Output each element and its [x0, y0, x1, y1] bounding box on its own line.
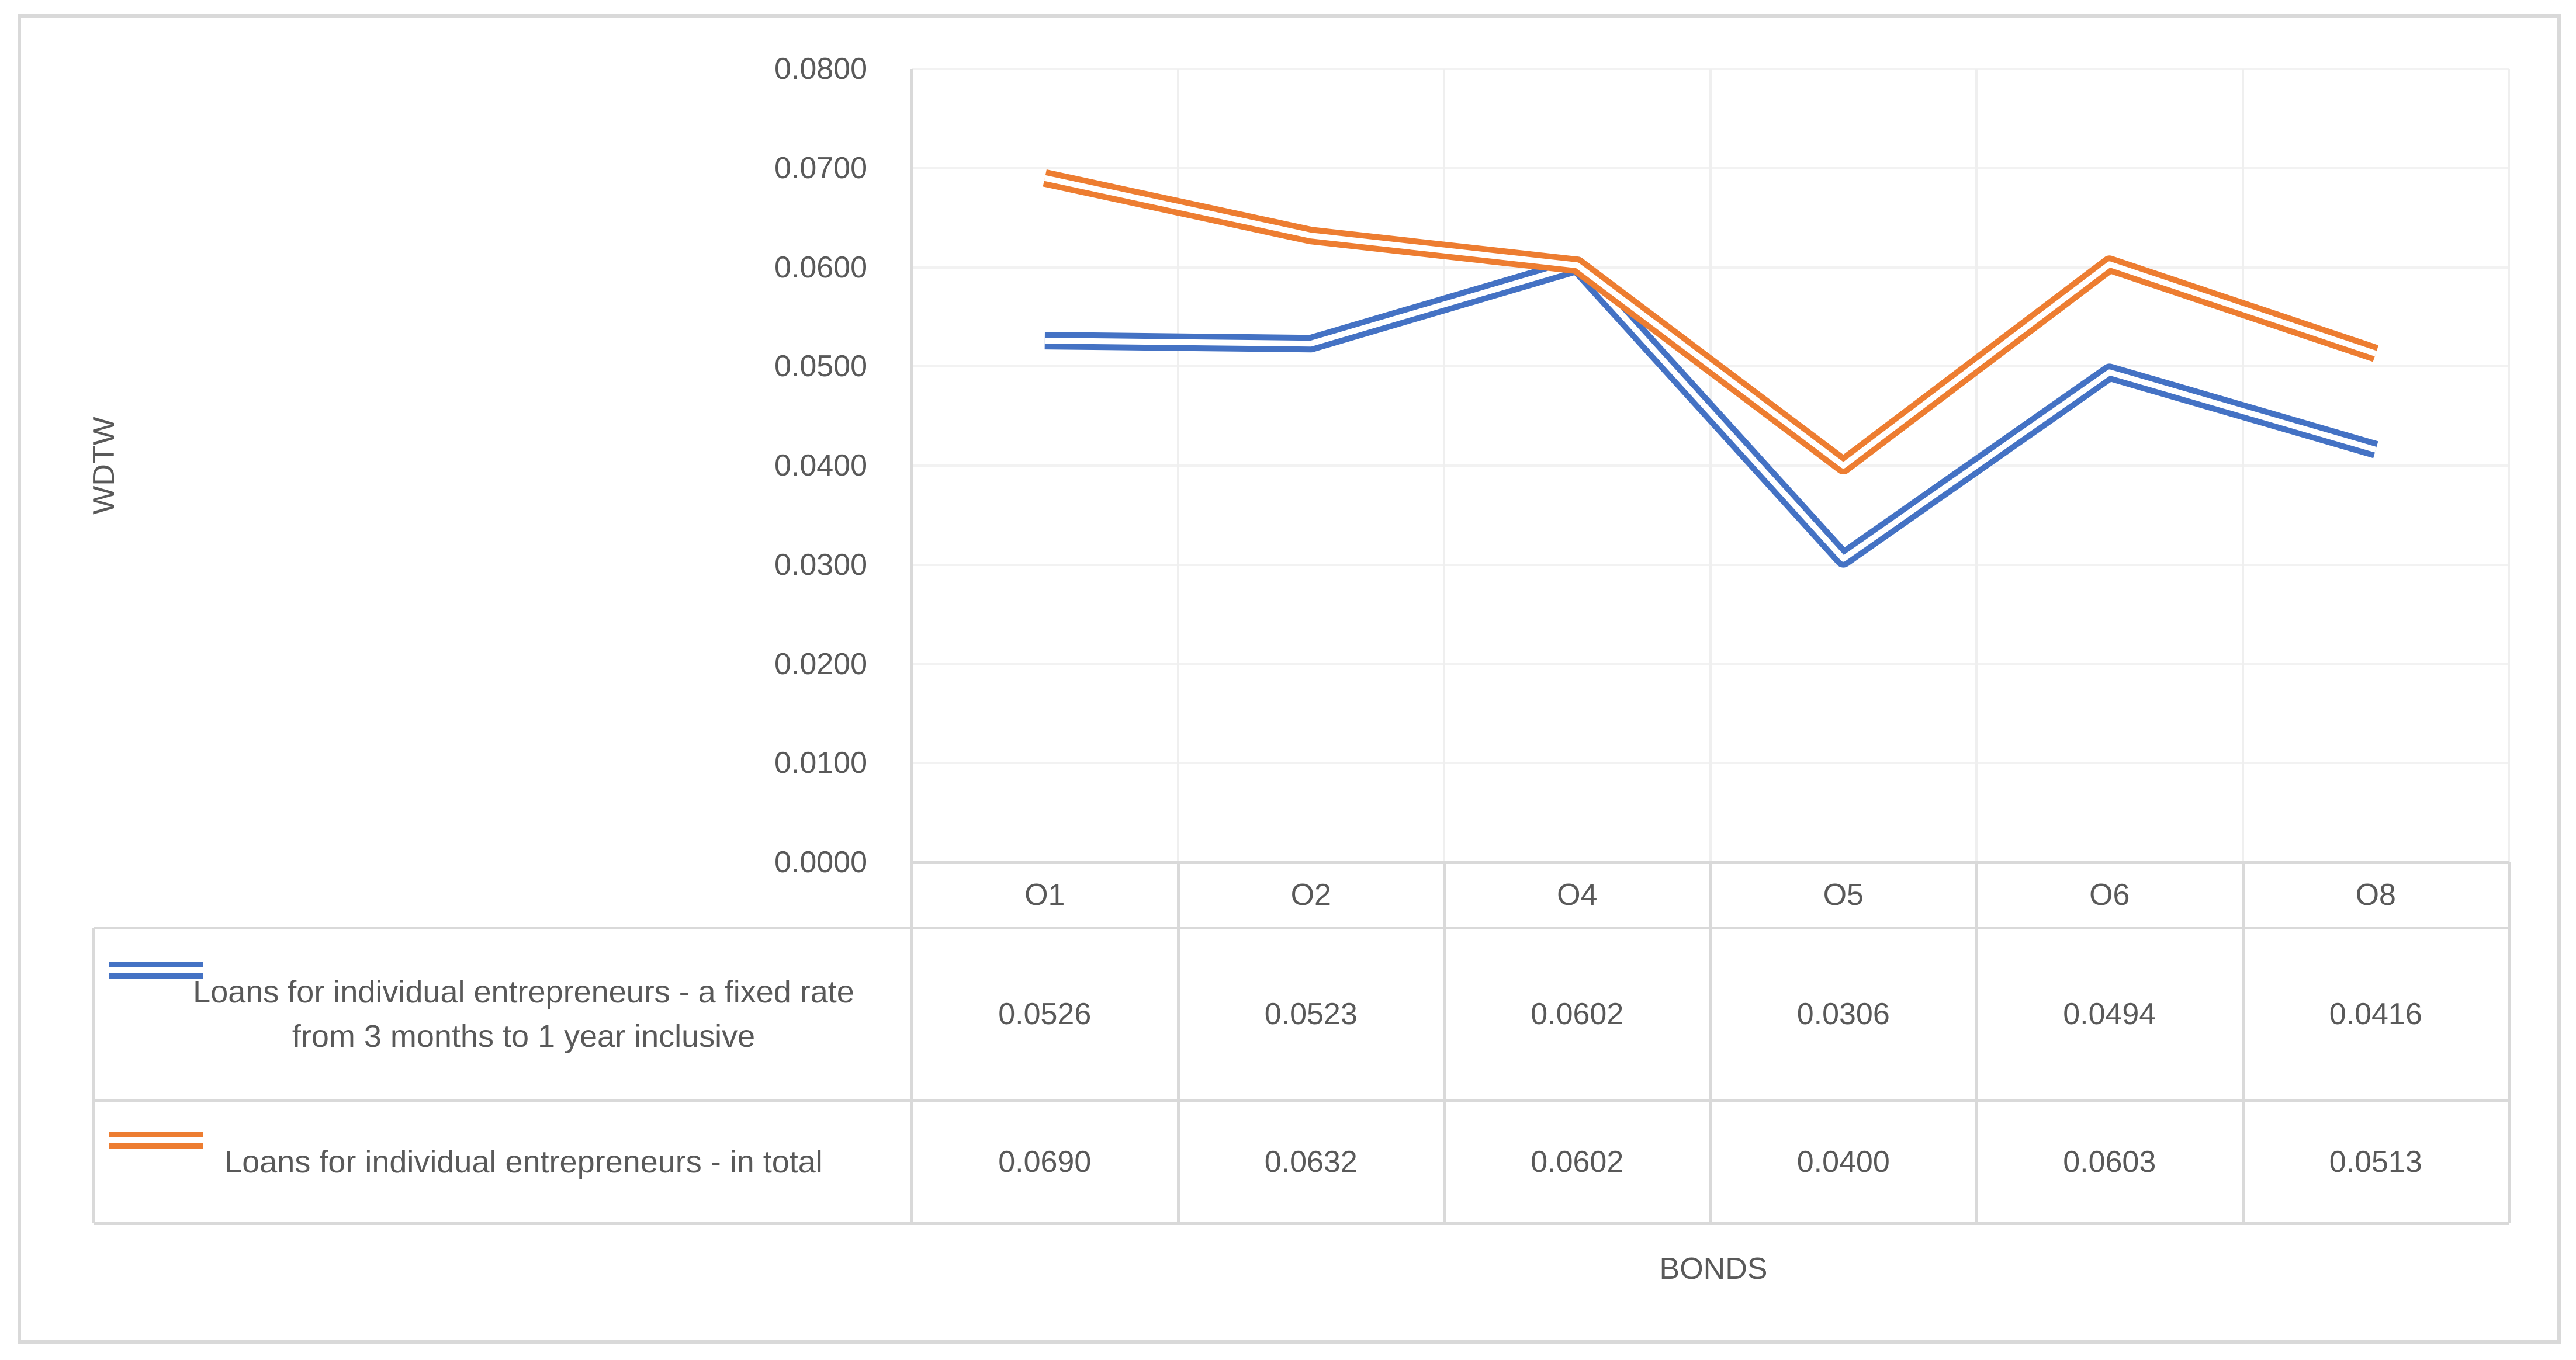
value-cell: 0.0513	[2329, 1144, 2422, 1179]
series-line	[1044, 262, 2377, 562]
y-axis-tick-label: 0.0400	[774, 449, 867, 483]
y-axis-tick-label: 0.0300	[774, 547, 867, 582]
legend-label: Loans for individual entrepreneurs - a f…	[193, 974, 854, 1054]
x-gridline	[1443, 69, 1445, 862]
x-gridline	[1176, 69, 1179, 862]
x-gridline	[1709, 69, 1712, 862]
value-cell: 0.0602	[1531, 997, 1624, 1031]
value-cell: 0.0632	[1264, 1144, 1358, 1179]
value-cell: 0.0603	[2063, 1144, 2156, 1179]
x-gridline	[2241, 69, 2244, 862]
x-axis-title: BONDS	[1659, 1252, 1768, 1286]
value-cell: 0.0494	[2063, 997, 2156, 1031]
y-axis-tick-label: 0.0700	[774, 151, 867, 185]
legend-key-bar	[109, 1131, 203, 1137]
value-cell: 0.0400	[1796, 1144, 1890, 1179]
category-cell: O6	[2089, 878, 2130, 912]
chart-canvas	[1043, 169, 2379, 568]
category-cell: O1	[1024, 878, 1065, 912]
legend-key-bar	[109, 1142, 203, 1149]
legend-key	[109, 1131, 203, 1149]
y-axis-tick-label: 0.0100	[774, 746, 867, 780]
table-border-v	[1176, 862, 1180, 1223]
table-border-v	[2508, 862, 2511, 1223]
value-cell: 0.0602	[1531, 1144, 1624, 1179]
y-axis-tick-label: 0.0500	[774, 349, 867, 384]
legend-label: Loans for individual entrepreneurs - in …	[224, 1144, 823, 1179]
table-border-h	[94, 1222, 2509, 1225]
table-border-v	[1709, 862, 1712, 1223]
y-axis-line	[910, 69, 913, 1223]
value-cell: 0.0523	[1264, 997, 1358, 1031]
chart-frame: WDTW BONDS 0.0800 0.0700 0.0600 0.0500 0.040…	[18, 14, 2561, 1344]
y-axis-tick-label: 0.0000	[774, 845, 867, 879]
category-cell: O2	[1290, 878, 1331, 912]
category-cell: O4	[1557, 878, 1598, 912]
table-border-left	[92, 928, 95, 1223]
legend-item: Loans for individual entrepreneurs - in …	[115, 1100, 933, 1223]
value-cell: 0.0306	[1796, 997, 1890, 1031]
legend-key-bar	[109, 972, 203, 979]
legend-key-bar	[109, 961, 203, 967]
value-cell: 0.0416	[2329, 997, 2422, 1031]
category-cell: O8	[2355, 878, 2396, 912]
table-border-v	[1443, 862, 1446, 1223]
plot-right-edge	[2508, 69, 2510, 862]
legend-item: Loans for individual entrepreneurs - a f…	[115, 928, 933, 1100]
category-cell: O5	[1823, 878, 1864, 912]
table-border-v	[1975, 862, 1978, 1223]
value-cell: 0.0690	[998, 1144, 1092, 1179]
table-border-h	[94, 927, 2509, 929]
y-axis-tick-label: 0.0200	[774, 647, 867, 681]
legend-key	[109, 961, 203, 979]
table-border-h	[94, 1099, 2509, 1102]
value-cell: 0.0526	[998, 997, 1092, 1031]
y-axis-tick-label: 0.0600	[774, 250, 867, 285]
y-axis-tick-label: 0.0800	[774, 52, 867, 86]
series-line	[1044, 175, 2377, 469]
table-border-v	[2241, 862, 2245, 1223]
